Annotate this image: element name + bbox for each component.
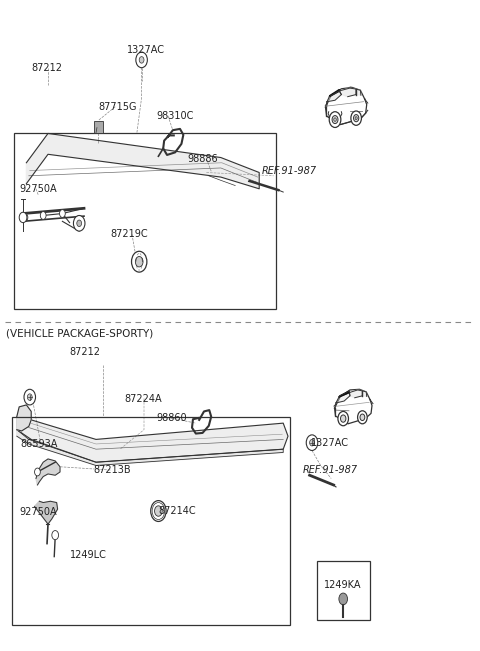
Polygon shape — [17, 405, 31, 431]
Polygon shape — [356, 89, 361, 95]
Text: 86593A: 86593A — [20, 439, 58, 449]
Polygon shape — [327, 91, 341, 102]
Circle shape — [325, 105, 327, 107]
Circle shape — [332, 116, 338, 124]
Text: 87715G: 87715G — [98, 102, 137, 112]
Circle shape — [40, 212, 46, 219]
Polygon shape — [26, 133, 259, 189]
Circle shape — [24, 389, 36, 405]
Circle shape — [27, 394, 32, 400]
Bar — [12, 417, 290, 625]
Circle shape — [351, 111, 361, 125]
Text: 87224A: 87224A — [125, 394, 162, 404]
Polygon shape — [349, 390, 362, 398]
Text: 1249LC: 1249LC — [70, 549, 107, 560]
Circle shape — [136, 52, 147, 68]
Circle shape — [139, 57, 144, 63]
Text: 98860: 98860 — [156, 413, 187, 423]
Text: 1327AC: 1327AC — [311, 437, 349, 448]
Circle shape — [135, 256, 143, 267]
Text: 92750A: 92750A — [19, 507, 57, 518]
Polygon shape — [36, 459, 60, 485]
Text: 1249KA: 1249KA — [324, 581, 362, 590]
Circle shape — [334, 118, 336, 121]
Circle shape — [310, 439, 314, 446]
Circle shape — [353, 115, 359, 122]
Text: 87219C: 87219C — [110, 229, 148, 240]
Circle shape — [329, 112, 341, 128]
Text: 1327AC: 1327AC — [127, 45, 165, 55]
Circle shape — [35, 468, 40, 476]
Circle shape — [19, 212, 27, 223]
Circle shape — [340, 415, 346, 422]
Polygon shape — [339, 391, 349, 397]
Circle shape — [77, 220, 82, 227]
Polygon shape — [339, 88, 356, 97]
Text: 87212: 87212 — [70, 347, 101, 357]
Circle shape — [360, 414, 365, 421]
Bar — [14, 133, 276, 309]
Text: 98886: 98886 — [187, 154, 218, 164]
Circle shape — [338, 411, 348, 426]
Text: REF.91-987: REF.91-987 — [262, 166, 317, 176]
Bar — [317, 561, 370, 620]
Circle shape — [334, 405, 336, 408]
Circle shape — [132, 251, 147, 272]
Text: 92750A: 92750A — [19, 184, 57, 194]
Polygon shape — [35, 501, 58, 524]
Text: REF.91-987: REF.91-987 — [302, 465, 358, 475]
Polygon shape — [329, 90, 340, 97]
Circle shape — [22, 214, 28, 221]
Polygon shape — [362, 391, 367, 396]
Circle shape — [73, 215, 85, 231]
Circle shape — [52, 531, 59, 540]
Circle shape — [151, 501, 166, 521]
Polygon shape — [17, 430, 283, 465]
Circle shape — [306, 435, 318, 450]
Circle shape — [339, 593, 348, 605]
Bar — [94, 121, 103, 133]
Text: 87214C: 87214C — [158, 506, 196, 516]
Circle shape — [60, 210, 65, 217]
Polygon shape — [336, 393, 350, 403]
Text: 98310C: 98310C — [156, 111, 193, 121]
Circle shape — [358, 411, 367, 424]
Circle shape — [355, 117, 357, 120]
Circle shape — [155, 506, 162, 516]
Polygon shape — [17, 417, 288, 462]
Text: (VEHICLE PACKAGE-SPORTY): (VEHICLE PACKAGE-SPORTY) — [6, 329, 153, 339]
Text: 87213B: 87213B — [94, 465, 131, 475]
Text: 87212: 87212 — [31, 62, 62, 73]
